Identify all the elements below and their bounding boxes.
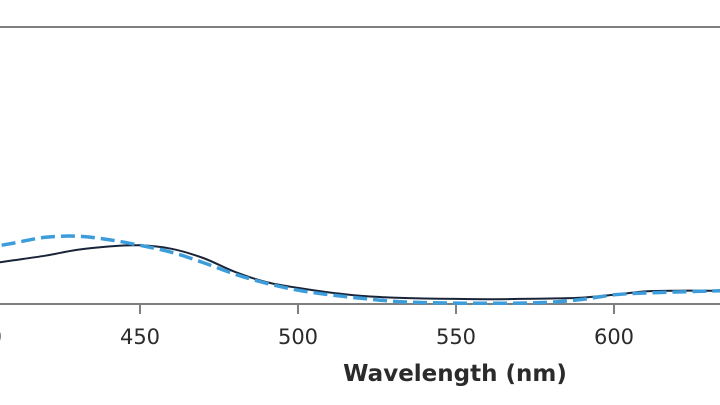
x-axis-ticks: 400 450 500 550 600 — [0, 304, 634, 349]
x-tick-label: 450 — [120, 325, 160, 349]
series-group — [0, 234, 720, 306]
x-tick-label: 500 — [278, 325, 318, 349]
x-tick-label: 550 — [436, 325, 476, 349]
x-tick-label: 400 — [0, 325, 2, 349]
x-axis-title: Wavelength (nm) — [343, 361, 567, 387]
series-dashed-line — [0, 234, 720, 306]
series-solid-line — [0, 244, 720, 301]
x-tick-label: 600 — [594, 325, 634, 349]
